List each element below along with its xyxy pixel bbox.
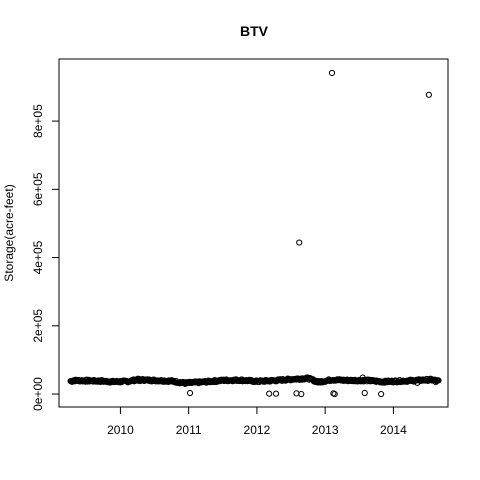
x-tick-label: 2014 <box>380 423 407 437</box>
y-tick-label: 2e+05 <box>31 309 45 343</box>
data-point <box>298 390 305 398</box>
data-point <box>272 390 280 397</box>
data-point <box>359 374 366 381</box>
data-point <box>432 378 439 386</box>
y-tick-label: 6e+05 <box>31 172 45 206</box>
data-point <box>186 389 194 397</box>
data-points <box>107 69 439 398</box>
y-tick-label: 8e+05 <box>31 104 45 138</box>
data-point <box>266 390 273 397</box>
x-tick-label: 2010 <box>107 423 134 437</box>
y-tick-label: 4e+05 <box>31 240 45 274</box>
baseline-series <box>67 374 442 387</box>
x-axis: 2010 2011 2012 2013 2014 <box>107 406 407 437</box>
data-point <box>425 91 432 98</box>
x-tick-label: 2013 <box>312 423 339 437</box>
x-tick-label: 2012 <box>244 423 271 437</box>
x-tick-label: 2011 <box>176 423 202 437</box>
data-point <box>414 379 421 386</box>
data-point <box>296 239 303 246</box>
data-point <box>107 378 114 385</box>
y-axis: 0e+00 2e+05 4e+05 6e+05 8e+05 <box>31 104 60 411</box>
data-point <box>331 390 338 398</box>
data-point <box>361 389 368 397</box>
y-axis-label: Storage(acre-feet) <box>2 184 16 281</box>
y-tick-label: 0e+00 <box>31 377 45 411</box>
data-point <box>378 390 385 398</box>
data-point <box>136 377 143 385</box>
chart-title: BTV <box>240 23 269 39</box>
data-point <box>328 69 336 77</box>
